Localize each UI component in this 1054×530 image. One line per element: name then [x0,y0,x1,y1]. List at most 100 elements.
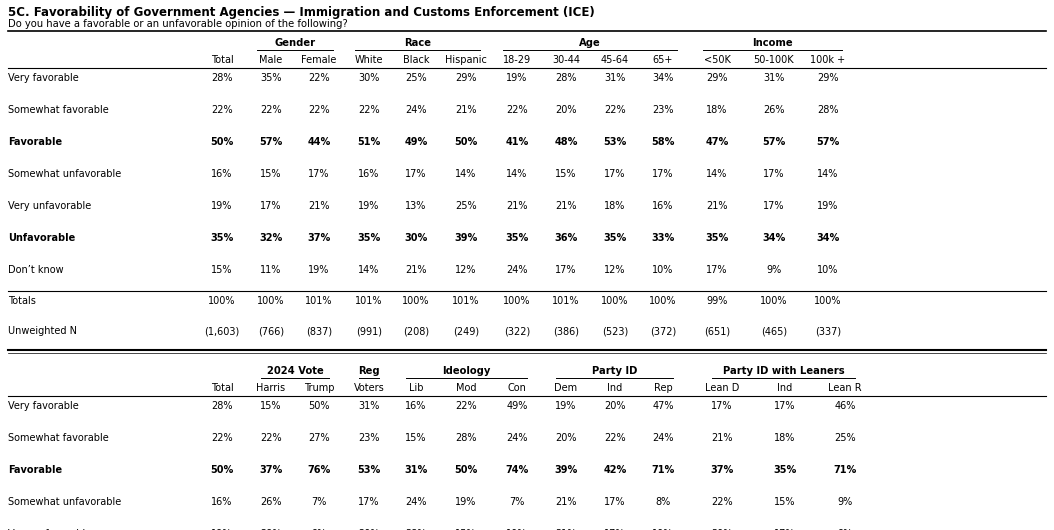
Text: 17%: 17% [711,401,733,411]
Text: Harris: Harris [256,383,286,393]
Text: Rep: Rep [653,383,672,393]
Text: 18-29: 18-29 [503,55,531,65]
Text: 100%: 100% [760,296,787,306]
Text: Totals: Totals [8,296,36,306]
Text: 45-64: 45-64 [601,55,629,65]
Text: 15%: 15% [555,169,577,179]
Text: 2024 Vote: 2024 Vote [267,366,324,376]
Text: 24%: 24% [506,433,528,443]
Text: Very favorable: Very favorable [8,401,79,411]
Text: 28%: 28% [211,401,233,411]
Text: 25%: 25% [834,433,856,443]
Text: Hispanic: Hispanic [445,55,487,65]
Text: 24%: 24% [405,497,427,507]
Text: 15%: 15% [211,265,233,275]
Text: 50%: 50% [308,401,330,411]
Text: 53%: 53% [357,465,380,475]
Text: 10%: 10% [817,265,839,275]
Text: 28%: 28% [455,433,476,443]
Text: 17%: 17% [763,201,785,211]
Text: Party ID with Leaners: Party ID with Leaners [723,366,844,376]
Text: 25%: 25% [455,201,476,211]
Text: Voters: Voters [354,383,385,393]
Text: 36%: 36% [554,233,578,243]
Text: 50%: 50% [454,137,477,147]
Text: 13%: 13% [406,201,427,211]
Text: (991): (991) [356,326,382,336]
Text: 20%: 20% [604,401,626,411]
Text: Favorable: Favorable [8,465,62,475]
Text: 50-100K: 50-100K [754,55,795,65]
Text: Lean R: Lean R [828,383,862,393]
Text: 50%: 50% [211,137,234,147]
Text: (837): (837) [306,326,332,336]
Text: Very unfavorable: Very unfavorable [8,529,92,530]
Text: 5C. Favorability of Government Agencies — Immigration and Customs Enforcement (I: 5C. Favorability of Government Agencies … [8,6,594,19]
Text: Do you have a favorable or an unfavorable opinion of the following?: Do you have a favorable or an unfavorabl… [8,19,348,29]
Text: 100%: 100% [649,296,677,306]
Text: (766): (766) [258,326,285,336]
Text: 35%: 35% [357,233,380,243]
Text: Gender: Gender [274,38,315,48]
Text: 15%: 15% [775,497,796,507]
Text: Race: Race [404,38,431,48]
Text: (337): (337) [815,326,841,336]
Text: 65+: 65+ [652,55,674,65]
Text: 53%: 53% [603,137,627,147]
Text: 22%: 22% [604,105,626,115]
Text: 50%: 50% [454,465,477,475]
Text: 47%: 47% [705,137,728,147]
Text: <50K: <50K [704,55,730,65]
Text: 39%: 39% [454,233,477,243]
Text: 17%: 17% [604,529,626,530]
Text: 17%: 17% [555,265,577,275]
Text: 37%: 37% [308,233,331,243]
Text: 34%: 34% [817,233,840,243]
Text: Trump: Trump [304,383,334,393]
Text: 49%: 49% [506,401,528,411]
Text: 30%: 30% [711,529,733,530]
Text: 57%: 57% [817,137,840,147]
Text: 17%: 17% [308,169,330,179]
Text: 100%: 100% [815,296,842,306]
Text: Male: Male [259,55,282,65]
Text: 17%: 17% [358,497,379,507]
Text: 14%: 14% [358,265,379,275]
Text: 31%: 31% [555,529,577,530]
Text: 22%: 22% [308,105,330,115]
Text: 18%: 18% [775,433,796,443]
Text: 20%: 20% [358,529,379,530]
Text: 76%: 76% [308,465,331,475]
Text: White: White [355,55,384,65]
Text: 17%: 17% [405,169,427,179]
Text: 23%: 23% [358,433,379,443]
Text: 19%: 19% [506,73,528,83]
Text: 21%: 21% [455,105,476,115]
Text: 20%: 20% [555,433,577,443]
Text: Very unfavorable: Very unfavorable [8,201,92,211]
Text: 14%: 14% [506,169,528,179]
Text: Total: Total [211,55,233,65]
Text: (651): (651) [704,326,730,336]
Text: 37%: 37% [710,465,734,475]
Text: Somewhat unfavorable: Somewhat unfavorable [8,497,121,507]
Text: 17%: 17% [260,201,281,211]
Text: 22%: 22% [358,105,379,115]
Text: 11%: 11% [260,265,281,275]
Text: Age: Age [579,38,601,48]
Text: 16%: 16% [211,169,233,179]
Text: 22%: 22% [506,105,528,115]
Text: 71%: 71% [651,465,675,475]
Text: 25%: 25% [405,73,427,83]
Text: 35%: 35% [705,233,728,243]
Text: 29%: 29% [260,529,281,530]
Text: 18%: 18% [706,105,727,115]
Text: 44%: 44% [308,137,331,147]
Text: 19%: 19% [358,201,379,211]
Text: 22%: 22% [260,433,281,443]
Text: Lib: Lib [409,383,424,393]
Text: 22%: 22% [455,401,476,411]
Text: Unfavorable: Unfavorable [8,233,75,243]
Text: 16%: 16% [358,169,379,179]
Text: 34%: 34% [652,73,674,83]
